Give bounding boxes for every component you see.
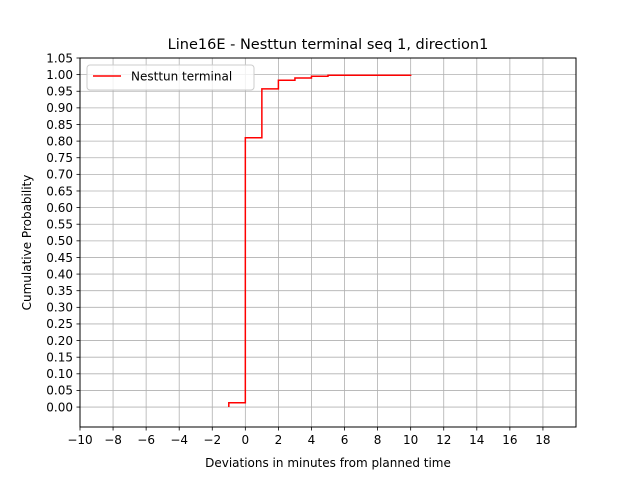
x-tick-label: 8: [374, 433, 382, 447]
x-tick-label: 12: [436, 433, 451, 447]
x-tick-label: 6: [341, 433, 349, 447]
y-tick-label: 0.50: [46, 234, 73, 248]
legend: Nesttun terminal: [86, 64, 255, 91]
x-tick-label: 18: [535, 433, 550, 447]
y-tick-label: 0.75: [46, 151, 73, 165]
y-tick-label: 0.70: [46, 168, 73, 182]
x-tick-label: −6: [137, 433, 155, 447]
y-tick-label: 0.55: [46, 218, 73, 232]
x-axis: −10 −8 −6 −4 −2 0 2 4 6 8 10 12 14 16 18: [67, 427, 551, 447]
series-layer: [228, 74, 412, 408]
y-tick-label: 0.65: [46, 184, 73, 198]
y-tick-label: 0.00: [46, 400, 73, 414]
series-line-0: [228, 74, 412, 408]
x-tick-label: −8: [104, 433, 122, 447]
plot-area: [80, 58, 576, 427]
y-tick-label: 0.90: [46, 101, 73, 115]
x-tick-label: −2: [203, 433, 221, 447]
y-tick-label: 1.00: [46, 68, 73, 82]
y-tick-label: 0.85: [46, 118, 73, 132]
x-tick-label: 14: [469, 433, 484, 447]
grid: [79, 57, 576, 427]
x-tick-label: 2: [275, 433, 283, 447]
y-tick-label: 0.15: [46, 350, 73, 364]
legend-box: [86, 64, 255, 91]
y-tick-label: 0.80: [46, 134, 73, 148]
y-tick-label: 0.40: [46, 267, 73, 281]
y-tick-label: 0.20: [46, 334, 73, 348]
plot-frame: [79, 57, 577, 428]
y-tick-label: 0.95: [46, 85, 73, 99]
x-tick-label: 0: [242, 433, 250, 447]
y-tick-label: 0.05: [46, 384, 73, 398]
legend-entry-label: Nesttun terminal: [131, 70, 232, 84]
x-tick-label: 16: [502, 433, 517, 447]
y-tick-label: 0.30: [46, 301, 73, 315]
chart-title: Line16E - Nesttun terminal seq 1, direct…: [168, 37, 489, 53]
y-axis-label: Cumulative Probability: [20, 175, 34, 311]
x-tick-label: −4: [170, 433, 188, 447]
x-tick-label: −10: [67, 433, 92, 447]
x-tick-label: 4: [308, 433, 316, 447]
x-tick-label: 10: [403, 433, 418, 447]
y-tick-label: 0.35: [46, 284, 73, 298]
y-tick-label: 0.45: [46, 251, 73, 265]
y-tick-label: 1.05: [46, 51, 73, 65]
x-axis-label: Deviations in minutes from planned time: [205, 456, 451, 470]
y-tick-label: 0.60: [46, 201, 73, 215]
y-axis: 0.00 0.05 0.10 0.15 0.20 0.25 0.30 0.35 0.40 0.45…: [46, 51, 80, 414]
y-tick-label: 0.10: [46, 367, 73, 381]
y-tick-label: 0.25: [46, 317, 73, 331]
